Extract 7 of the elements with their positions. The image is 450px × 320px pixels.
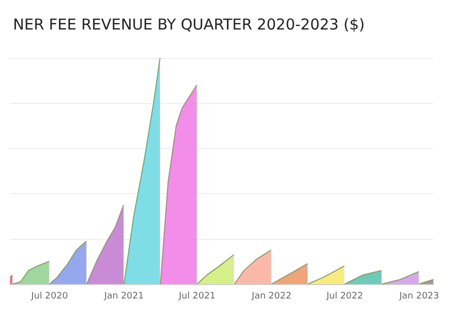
x-tick-label: Jan 2023 <box>398 292 439 302</box>
x-tick-label: Jul 2021 <box>178 292 216 302</box>
x-tick-label: Jul 2020 <box>30 292 68 302</box>
x-tick-label: Jan 2021 <box>103 292 144 302</box>
x-tick-label: Jan 2022 <box>250 292 292 302</box>
x-tick-label: Jul 2022 <box>325 292 364 302</box>
chart-title: NER FEE REVENUE BY QUARTER 2020-2023 ($) <box>13 16 365 34</box>
